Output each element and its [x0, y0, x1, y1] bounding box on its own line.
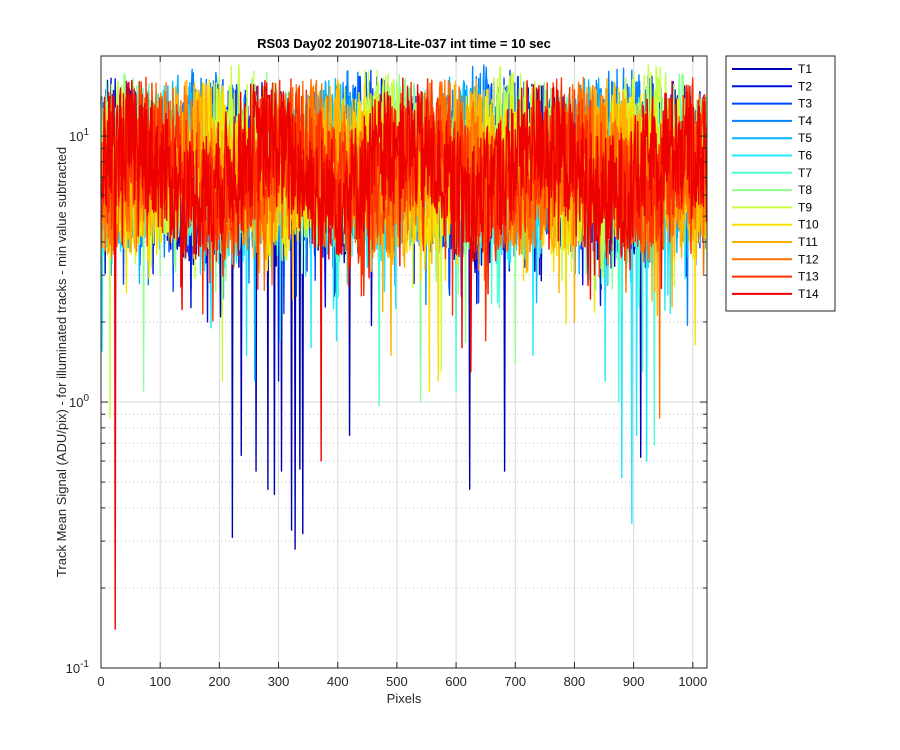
- x-tick-label: 900: [623, 674, 645, 689]
- x-tick-label: 1000: [678, 674, 707, 689]
- x-tick-label: 400: [327, 674, 349, 689]
- x-tick-label: 200: [209, 674, 231, 689]
- y-axis-title: Track Mean Signal (ADU/pix) - for illumi…: [54, 147, 69, 577]
- legend-label-t1: T1: [798, 62, 812, 76]
- legend-label-t11: T11: [798, 235, 818, 249]
- legend-label-t14: T14: [798, 287, 819, 301]
- x-tick-label: 0: [97, 674, 104, 689]
- plot-area: 0 100 200 300 400 500 600 700 800 900 100010-11001…: [66, 56, 708, 689]
- legend-label-t6: T6: [798, 149, 812, 163]
- legend-label-t2: T2: [798, 79, 812, 93]
- legend-label-t8: T8: [798, 183, 812, 197]
- legend-label-t10: T10: [798, 218, 819, 232]
- chart-title: RS03 Day02 20190718-Lite-037 int time = …: [257, 36, 551, 51]
- legend-label-t5: T5: [798, 131, 812, 145]
- legend-label-t12: T12: [798, 252, 819, 266]
- legend-label-t3: T3: [798, 97, 812, 111]
- x-tick-label: 300: [268, 674, 290, 689]
- x-axis-title: Pixels: [387, 691, 422, 706]
- x-tick-label: 500: [386, 674, 408, 689]
- legend: T1 T2 T3 T4 T5 T6 T7 T8 T9 T10 T11 T12 T13 T14: [726, 56, 835, 311]
- x-tick-label: 700: [504, 674, 526, 689]
- legend-label-t13: T13: [798, 270, 819, 284]
- figure-canvas: RS03 Day02 20190718-Lite-037 int time = …: [0, 0, 900, 750]
- x-tick-label: 100: [149, 674, 171, 689]
- legend-label-t9: T9: [798, 200, 812, 214]
- x-tick-label: 600: [445, 674, 467, 689]
- legend-label-t4: T4: [798, 114, 812, 128]
- legend-label-t7: T7: [798, 166, 812, 180]
- x-tick-label: 800: [564, 674, 586, 689]
